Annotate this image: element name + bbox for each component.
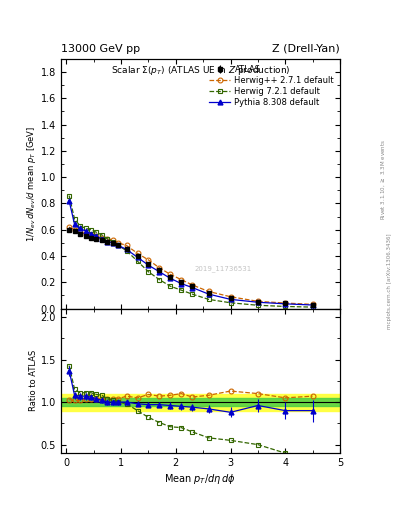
Herwig 7.2.1 default: [168, 283, 173, 289]
Herwig 7.2.1 default: [157, 276, 162, 283]
Herwig 7.2.1 default: [206, 296, 211, 303]
Pythia 8.308 default: [146, 262, 151, 268]
Herwig 7.2.1 default: [255, 302, 260, 308]
Herwig 7.2.1 default: [99, 232, 104, 238]
Pythia 8.308 default: [310, 302, 315, 308]
Herwig 7.2.1 default: [228, 300, 233, 306]
Herwig 7.2.1 default: [116, 242, 121, 248]
Pythia 8.308 default: [206, 291, 211, 297]
Pythia 8.308 default: [67, 198, 72, 204]
Herwig++ 2.7.1 default: [206, 288, 211, 294]
Pythia 8.308 default: [124, 246, 129, 252]
Herwig 7.2.1 default: [283, 304, 288, 310]
Herwig++ 2.7.1 default: [255, 298, 260, 305]
Herwig 7.2.1 default: [135, 258, 140, 264]
Pythia 8.308 default: [157, 269, 162, 275]
Herwig++ 2.7.1 default: [99, 234, 104, 241]
Pythia 8.308 default: [94, 233, 99, 240]
Herwig++ 2.7.1 default: [135, 250, 140, 257]
Herwig++ 2.7.1 default: [78, 229, 83, 236]
Herwig++ 2.7.1 default: [67, 224, 72, 230]
Herwig++ 2.7.1 default: [105, 236, 110, 242]
Pythia 8.308 default: [179, 281, 184, 287]
Pythia 8.308 default: [168, 275, 173, 282]
Pythia 8.308 default: [255, 299, 260, 305]
Pythia 8.308 default: [78, 225, 83, 231]
Bar: [61, 398, 340, 407]
Herwig++ 2.7.1 default: [146, 257, 151, 263]
Line: Herwig 7.2.1 default: Herwig 7.2.1 default: [67, 193, 315, 310]
Herwig++ 2.7.1 default: [110, 237, 115, 243]
Pythia 8.308 default: [190, 285, 195, 291]
Text: Z (Drell-Yan): Z (Drell-Yan): [272, 44, 340, 54]
Herwig 7.2.1 default: [110, 239, 115, 245]
Legend: ATLAS, Herwig++ 2.7.1 default, Herwig 7.2.1 default, Pythia 8.308 default: ATLAS, Herwig++ 2.7.1 default, Herwig 7.…: [208, 63, 336, 109]
Line: Pythia 8.308 default: Pythia 8.308 default: [67, 198, 315, 307]
Herwig 7.2.1 default: [83, 225, 88, 231]
Herwig++ 2.7.1 default: [72, 227, 77, 233]
Y-axis label: $1/N_{ev}\,dN_{ev}/d$ mean $p_T$ [GeV]: $1/N_{ev}\,dN_{ev}/d$ mean $p_T$ [GeV]: [25, 125, 38, 242]
Herwig++ 2.7.1 default: [168, 271, 173, 278]
Herwig++ 2.7.1 default: [157, 265, 162, 271]
Herwig 7.2.1 default: [190, 291, 195, 297]
Pythia 8.308 default: [116, 242, 121, 248]
Herwig 7.2.1 default: [67, 193, 72, 199]
Pythia 8.308 default: [135, 254, 140, 261]
Pythia 8.308 default: [283, 301, 288, 307]
Herwig 7.2.1 default: [124, 248, 129, 254]
Herwig++ 2.7.1 default: [116, 240, 121, 246]
Herwig++ 2.7.1 default: [124, 242, 129, 248]
Pythia 8.308 default: [228, 296, 233, 303]
Pythia 8.308 default: [110, 240, 115, 246]
Pythia 8.308 default: [99, 236, 104, 242]
Herwig++ 2.7.1 default: [228, 294, 233, 300]
Y-axis label: Ratio to ATLAS: Ratio to ATLAS: [29, 350, 38, 412]
Herwig 7.2.1 default: [146, 269, 151, 275]
Pythia 8.308 default: [105, 239, 110, 245]
Herwig 7.2.1 default: [94, 229, 99, 236]
Herwig++ 2.7.1 default: [179, 276, 184, 283]
Herwig 7.2.1 default: [310, 304, 315, 310]
Text: 13000 GeV pp: 13000 GeV pp: [61, 44, 140, 54]
Pythia 8.308 default: [83, 228, 88, 234]
Herwig 7.2.1 default: [72, 216, 77, 222]
Herwig++ 2.7.1 default: [94, 233, 99, 240]
Herwig++ 2.7.1 default: [89, 232, 94, 238]
Text: 2019_11736531: 2019_11736531: [194, 265, 252, 272]
Herwig++ 2.7.1 default: [310, 301, 315, 307]
Pythia 8.308 default: [89, 230, 94, 237]
Text: mcplots.cern.ch [arXiv:1306.3436]: mcplots.cern.ch [arXiv:1306.3436]: [387, 234, 391, 329]
Herwig 7.2.1 default: [78, 223, 83, 229]
Pythia 8.308 default: [72, 221, 77, 227]
Text: Scalar $\Sigma(p_T)$ (ATLAS UE in $Z$ production): Scalar $\Sigma(p_T)$ (ATLAS UE in $Z$ pr…: [111, 64, 290, 77]
Line: Herwig++ 2.7.1 default: Herwig++ 2.7.1 default: [67, 225, 315, 307]
Herwig++ 2.7.1 default: [283, 300, 288, 306]
Bar: [61, 394, 340, 411]
Herwig++ 2.7.1 default: [83, 230, 88, 237]
Herwig++ 2.7.1 default: [190, 282, 195, 288]
Herwig 7.2.1 default: [105, 236, 110, 242]
Text: Rivet 3.1.10, $\geq$ 3.3M events: Rivet 3.1.10, $\geq$ 3.3M events: [379, 139, 387, 220]
Herwig 7.2.1 default: [179, 287, 184, 293]
Herwig 7.2.1 default: [89, 227, 94, 233]
X-axis label: Mean $p_T/d\eta\,d\phi$: Mean $p_T/d\eta\,d\phi$: [165, 472, 236, 486]
